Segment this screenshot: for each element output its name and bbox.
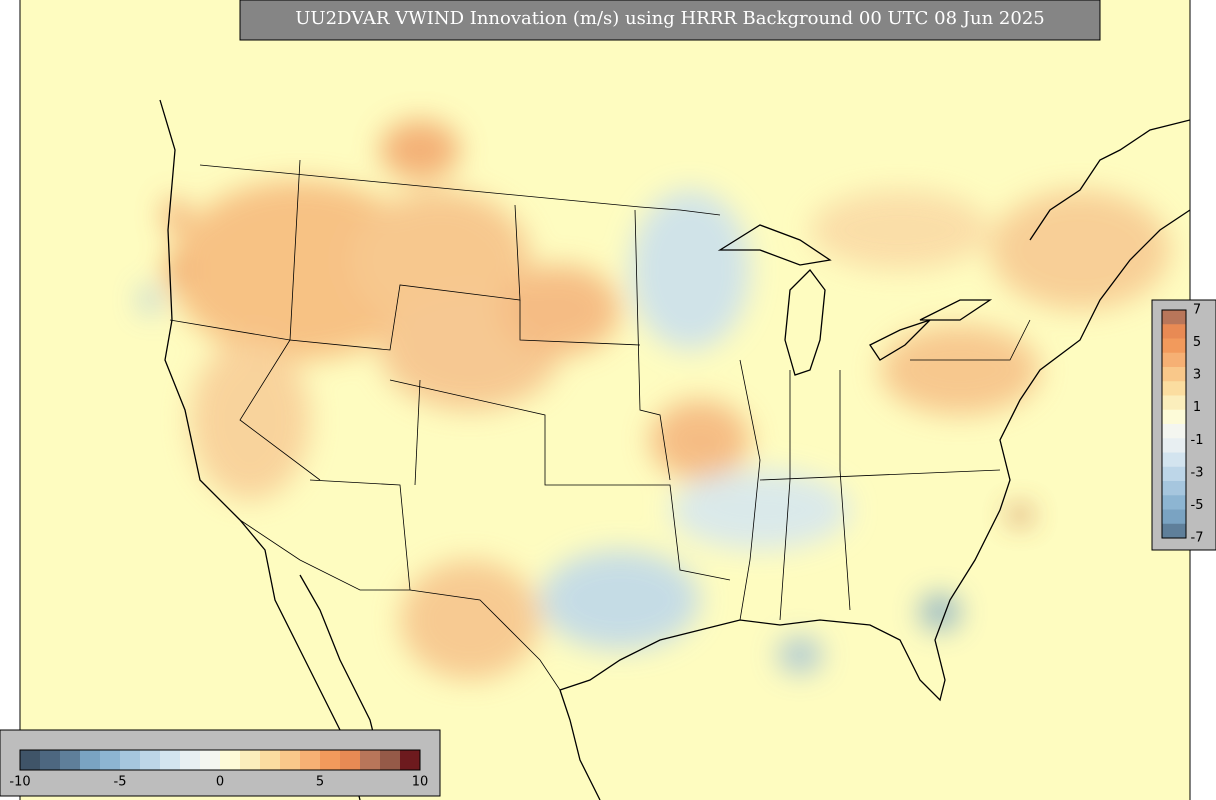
colorbar-segment (400, 750, 421, 770)
colorbar-tick-label: 10 (412, 775, 429, 790)
colorbar-tick-label: -1 (1191, 433, 1204, 448)
colorbar-tick-label: 0 (216, 775, 224, 790)
colorbar-segment (280, 750, 301, 770)
colorbar-segment (40, 750, 61, 770)
colorbar-segment (1162, 509, 1186, 525)
colorbar-segment (340, 750, 361, 770)
colorbar-tick-label: 5 (316, 775, 324, 790)
title: UU2DVAR VWIND Innovation (m/s) using HRR… (295, 8, 1044, 29)
colorbar-segment (220, 750, 241, 770)
colorbar-segment (1162, 481, 1186, 496)
colorbar-segment (1162, 452, 1186, 468)
colorbar-segment (300, 750, 321, 770)
colorbar-bottom: -10 -5 0 5 10 (9, 749, 429, 790)
colorbar-segment (180, 750, 201, 770)
colorbar-segment (140, 750, 161, 770)
colorbar-segment (380, 750, 401, 770)
colorbar-segment (1162, 466, 1186, 482)
colorbar-segment (20, 750, 41, 770)
colorbar-segment (1162, 523, 1186, 539)
colorbar-segment (360, 750, 381, 770)
colorbar-segment (1162, 409, 1186, 425)
colorbar-tick-label: -10 (9, 775, 30, 790)
colorbar-segment (1162, 367, 1186, 382)
colorbar-tick-label: -7 (1191, 531, 1204, 546)
colorbar-tick-label: 1 (1193, 400, 1201, 415)
colorbar-segment (1162, 310, 1186, 325)
colorbar-segment (1162, 338, 1186, 354)
colorbar-tick-label: -5 (114, 775, 127, 790)
coastlines-and-borders (159, 99, 1190, 800)
colorbar-segment (1162, 381, 1186, 396)
colorbar-segment (1162, 324, 1186, 339)
colorbar-tick-label: 7 (1193, 303, 1201, 318)
colorbar-segment (120, 750, 141, 770)
colorbar-frame (19, 749, 421, 771)
colorbar-segment (200, 750, 221, 770)
title-box (239, 0, 1101, 41)
colorbar-segment (160, 750, 181, 770)
colorbar-right: 7 5 3 1 -1 -3 -5 -7 (1161, 303, 1204, 546)
colorbar-tick-label: -5 (1191, 498, 1204, 513)
colorbar-segment (1162, 495, 1186, 510)
innovation-field (140, 120, 1170, 680)
colorbar-segment (240, 750, 261, 770)
colorbar-tick-label: 5 (1193, 335, 1201, 350)
colorbar-tick-label: 3 (1193, 368, 1201, 383)
colorbar-segment (1162, 352, 1186, 368)
colorbar-segment (60, 750, 81, 770)
colorbar-tick-label: -3 (1191, 465, 1204, 480)
colorbar-segment (1162, 395, 1186, 411)
colorbar-segment (1162, 438, 1186, 453)
colorbar-frame (1161, 309, 1187, 539)
colorbar-segment (80, 750, 101, 770)
colorbar-segment (260, 750, 281, 770)
colorbar-segment (1162, 424, 1186, 439)
colorbar-segment (320, 750, 341, 770)
map (20, 0, 1190, 800)
colorbar-segment (100, 750, 121, 770)
